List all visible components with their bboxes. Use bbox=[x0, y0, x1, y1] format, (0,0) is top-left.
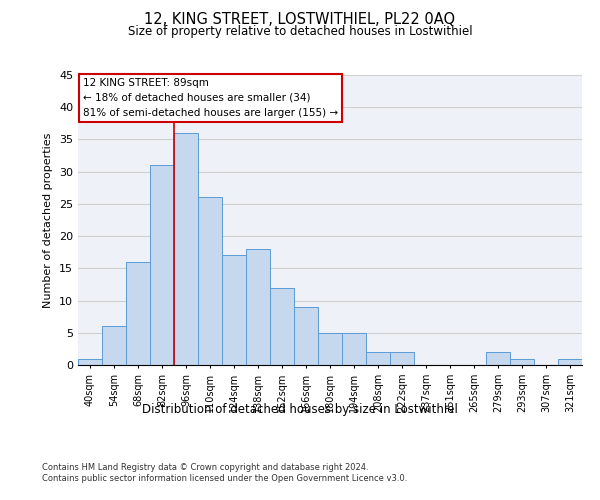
Bar bbox=[390, 352, 414, 365]
Bar bbox=[246, 249, 270, 365]
Text: Contains HM Land Registry data © Crown copyright and database right 2024.: Contains HM Land Registry data © Crown c… bbox=[42, 462, 368, 471]
Bar bbox=[150, 165, 174, 365]
Bar bbox=[102, 326, 126, 365]
Text: Size of property relative to detached houses in Lostwithiel: Size of property relative to detached ho… bbox=[128, 25, 472, 38]
Bar bbox=[222, 256, 246, 365]
Bar bbox=[318, 333, 342, 365]
Text: 12, KING STREET, LOSTWITHIEL, PL22 0AQ: 12, KING STREET, LOSTWITHIEL, PL22 0AQ bbox=[145, 12, 455, 28]
Bar bbox=[126, 262, 150, 365]
Bar bbox=[270, 288, 294, 365]
Bar bbox=[294, 307, 318, 365]
Text: Distribution of detached houses by size in Lostwithiel: Distribution of detached houses by size … bbox=[142, 402, 458, 415]
Bar bbox=[78, 358, 102, 365]
Bar bbox=[486, 352, 510, 365]
Bar bbox=[174, 133, 198, 365]
Bar bbox=[342, 333, 366, 365]
Bar bbox=[198, 198, 222, 365]
Bar bbox=[510, 358, 534, 365]
Text: 12 KING STREET: 89sqm
← 18% of detached houses are smaller (34)
81% of semi-deta: 12 KING STREET: 89sqm ← 18% of detached … bbox=[83, 78, 338, 118]
Y-axis label: Number of detached properties: Number of detached properties bbox=[43, 132, 53, 308]
Bar bbox=[558, 358, 582, 365]
Bar bbox=[366, 352, 390, 365]
Text: Contains public sector information licensed under the Open Government Licence v3: Contains public sector information licen… bbox=[42, 474, 407, 483]
